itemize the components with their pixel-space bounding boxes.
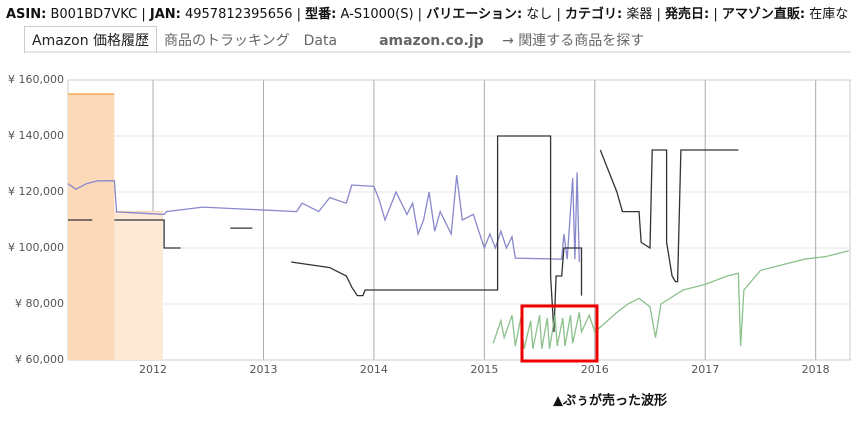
x-tick-label: 2017 [691,363,719,376]
y-tick-label: ¥ 80,000 [15,297,64,310]
annotation: ▲ぷぅが売った波形 [553,393,667,409]
tab[interactable]: Amazon 価格履歴 [24,26,158,53]
info-label: ASIN: [6,7,47,22]
x-tick-label: 2014 [360,363,388,376]
x-tick-label: 2018 [802,363,830,376]
product-info: ASIN: B001BD7VKC | JAN: 4957812395656 | … [6,3,851,22]
x-tick-label: 2013 [249,363,277,376]
y-tick-label: ¥ 140,000 [8,129,64,142]
info-value: 在庫なし [809,7,851,22]
separator: | [413,7,427,22]
info-value: 楽器 [626,7,653,22]
series-line [492,250,849,349]
info-label: バリエーション: [426,7,523,22]
tab[interactable]: 商品のトラッキング [164,33,290,49]
x-tick-label: 2015 [470,363,498,376]
series-line [68,135,739,333]
info-label: カテゴリ: [564,7,623,22]
info-label: 発売日: [664,7,710,22]
y-tick-label: ¥ 120,000 [8,185,64,198]
separator: | [137,7,150,22]
separator: | [652,7,665,22]
info-value: 4957812395656 [184,7,293,22]
plot-border [67,79,851,361]
tab[interactable]: Data [303,33,338,49]
related-link[interactable]: → 関連する商品を探す [502,33,645,49]
highlight-box [520,304,599,363]
area [68,94,115,360]
y-tick-label: ¥ 160,000 [8,73,64,86]
separator: | [292,7,306,22]
series-line [67,172,580,263]
info-label: 型番: [305,7,337,22]
y-tick-label: ¥ 100,000 [8,241,64,254]
separator: | [709,7,722,22]
x-tick-label: 2016 [581,363,609,376]
info-label: アマゾン直販: [721,7,806,22]
info-value: B001BD7VKC [50,7,138,22]
tabs: Amazon 価格履歴 商品のトラッキング Data amazon.co.jp → 関… [24,26,651,53]
info-value: A-S1000(S) [340,7,414,22]
info-label: JAN: [149,7,181,22]
y-tick-label: ¥ 60,000 [15,353,64,366]
info-value: なし [526,7,553,22]
x-tick-label: 2012 [139,363,167,376]
logo[interactable]: amazon.co.jp [379,33,484,49]
separator: | [552,7,565,22]
area [114,211,163,360]
